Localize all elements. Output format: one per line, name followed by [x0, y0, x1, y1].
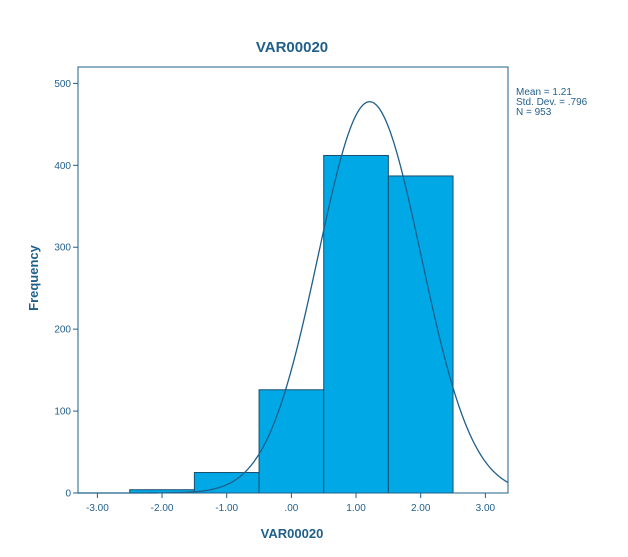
x-tick-label: 3.00 [476, 503, 496, 514]
x-tick-label: 1.00 [346, 503, 366, 514]
histogram-bar [387, 175, 454, 494]
y-tick-label: 300 [54, 243, 71, 254]
y-tick-label: 500 [54, 79, 71, 90]
x-axis-label: VAR00020 [261, 526, 324, 541]
histogram-bars [129, 154, 454, 494]
stats-line: N = 953 [516, 107, 552, 118]
y-tick-label: 400 [54, 161, 71, 172]
x-tick-label: -1.00 [215, 503, 238, 514]
stats-line: Mean = 1.21 [516, 87, 572, 98]
x-tick-label: -2.00 [151, 503, 174, 514]
axes: 0 100 200 300 400 500 -3.00 -2.00 -1.00 .00 1.00 2.… [54, 66, 509, 514]
y-tick-label: 100 [54, 407, 71, 418]
chart-title: VAR00020 [256, 39, 328, 56]
plot-frame [77, 66, 509, 494]
y-tick-label: 0 [65, 489, 71, 500]
x-tick-label: 2.00 [411, 503, 431, 514]
y-axis-label: Frequency [26, 244, 41, 311]
x-tick-label: .00 [284, 503, 298, 514]
histogram-bar [193, 472, 260, 494]
stats-line: Std. Dev. = .796 [516, 97, 588, 108]
y-tick-label: 200 [54, 325, 71, 336]
x-tick-label: -3.00 [86, 503, 109, 514]
histogram-bar [323, 154, 389, 494]
histogram-bar [258, 389, 325, 494]
